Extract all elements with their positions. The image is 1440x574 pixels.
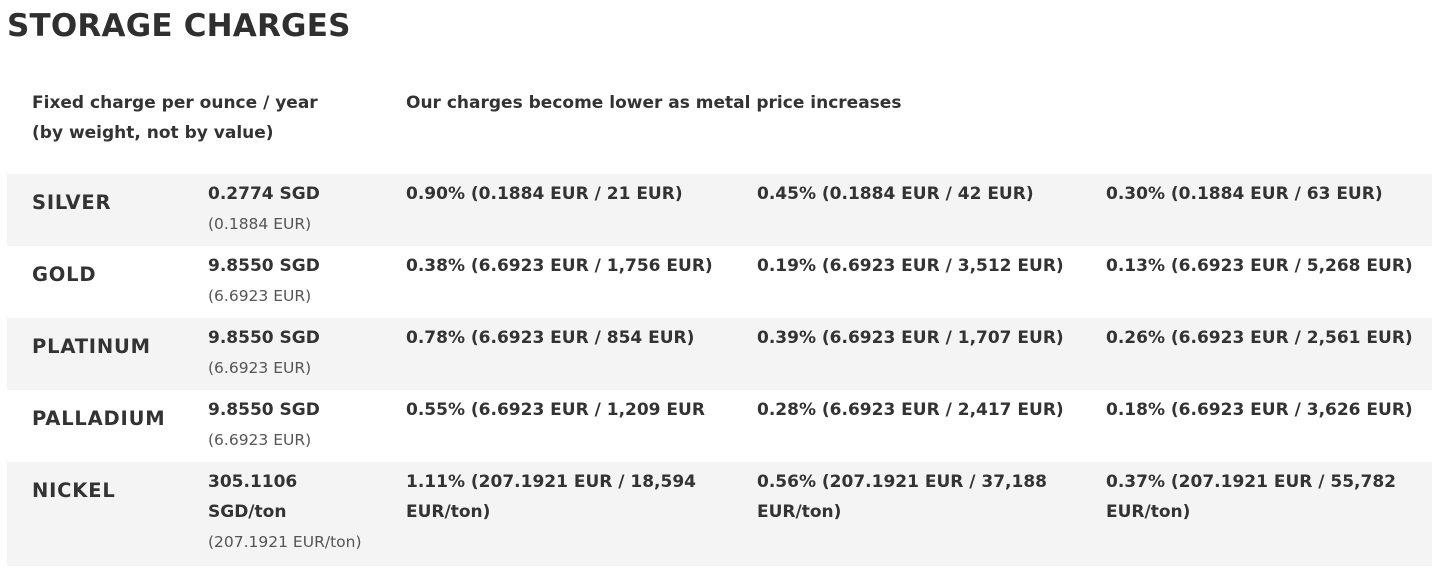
percent-cell-1: 0.55% (6.6923 EUR / 1,209 EUR [406,400,705,420]
page-title: STORAGE CHARGES [7,8,351,44]
percent-cell-2: 0.28% (6.6923 EUR / 2,417 EUR) [757,400,1064,420]
fixed-charge-sgd: 9.8550 SGD [208,400,320,420]
table-row-nickel: NICKEL 305.1106 SGD/ton (207.1921 EUR/to… [7,462,1432,566]
fixed-charge-cell: 9.8550 SGD (6.6923 EUR) [208,395,393,455]
fixed-charge-eur: (6.6923 EUR) [208,287,312,305]
percent-cell-1: 0.78% (6.6923 EUR / 854 EUR) [406,328,695,348]
table-header: Fixed charge per ounce / year (by weight… [7,88,1432,160]
percent-cell-2: 0.45% (0.1884 EUR / 42 EUR) [757,184,1034,204]
fixed-charge-sgd: 9.8550 SGD [208,328,320,348]
metal-name: NICKEL [32,479,116,502]
fixed-charge-cell: 0.2774 SGD (0.1884 EUR) [208,179,393,239]
percent-cell-1: 0.38% (6.6923 EUR / 1,756 EUR) [406,256,713,276]
fixed-charge-header-line2: (by weight, not by value) [32,123,274,143]
percent-cell-2: 0.19% (6.6923 EUR / 3,512 EUR) [757,256,1064,276]
table-row-platinum: PLATINUM 9.8550 SGD (6.6923 EUR) 0.78% (… [7,318,1432,390]
fixed-charge-header-line1: Fixed charge per ounce / year [32,93,318,113]
fixed-charge-sgd: 9.8550 SGD [208,256,320,276]
percent-cell-3: 0.26% (6.6923 EUR / 2,561 EUR) [1106,328,1413,348]
charges-table: SILVER 0.2774 SGD (0.1884 EUR) 0.90% (0.… [7,174,1432,566]
percent-cell-1: 1.11% (207.1921 EUR / 18,594 EUR/ton) [406,472,696,522]
fixed-charge-eur: (6.6923 EUR) [208,359,312,377]
percent-cell-1: 0.90% (0.1884 EUR / 21 EUR) [406,184,683,204]
metal-name: PLATINUM [32,335,151,358]
table-row-palladium: PALLADIUM 9.8550 SGD (6.6923 EUR) 0.55% … [7,390,1432,462]
metal-name: GOLD [32,263,97,286]
percent-cell-2: 0.56% (207.1921 EUR / 37,188 EUR/ton) [757,472,1047,522]
fixed-charge-cell: 9.8550 SGD (6.6923 EUR) [208,323,393,383]
price-note-header: Our charges become lower as metal price … [406,93,902,113]
table-row-silver: SILVER 0.2774 SGD (0.1884 EUR) 0.90% (0.… [7,174,1432,246]
fixed-charge-eur: (207.1921 EUR/ton) [208,533,362,551]
percent-cell-3: 0.13% (6.6923 EUR / 5,268 EUR) [1106,256,1413,276]
fixed-charge-cell: 305.1106 SGD/ton (207.1921 EUR/ton) [208,467,368,557]
fixed-charge-eur: (6.6923 EUR) [208,431,312,449]
metal-name: PALLADIUM [32,407,166,430]
fixed-charge-header: Fixed charge per ounce / year (by weight… [32,88,372,148]
fixed-charge-eur: (0.1884 EUR) [208,215,312,233]
table-row-gold: GOLD 9.8550 SGD (6.6923 EUR) 0.38% (6.69… [7,246,1432,318]
percent-cell-3: 0.30% (0.1884 EUR / 63 EUR) [1106,184,1383,204]
metal-name: SILVER [32,191,112,214]
percent-cell-3: 0.18% (6.6923 EUR / 3,626 EUR) [1106,400,1413,420]
percent-cell-3: 0.37% (207.1921 EUR / 55,782 EUR/ton) [1106,472,1396,522]
fixed-charge-cell: 9.8550 SGD (6.6923 EUR) [208,251,393,311]
fixed-charge-sgd: 0.2774 SGD [208,184,320,204]
percent-cell-2: 0.39% (6.6923 EUR / 1,707 EUR) [757,328,1064,348]
fixed-charge-sgd: 305.1106 SGD/ton [208,472,298,522]
